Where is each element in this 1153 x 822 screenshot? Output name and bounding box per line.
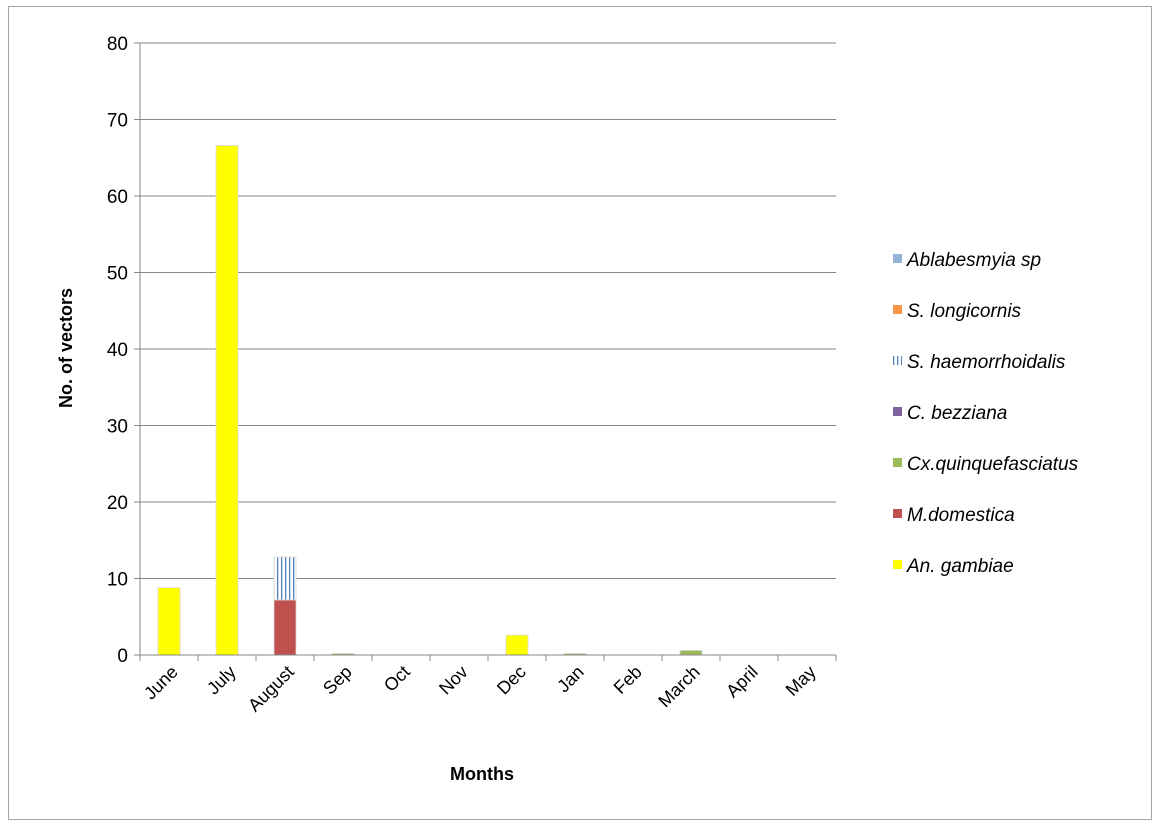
- x-axis-title: Months: [450, 764, 514, 784]
- legend-swatch: [893, 458, 902, 467]
- axes: [134, 42, 837, 661]
- legend-label: S. haemorrhoidalis: [907, 352, 1066, 373]
- bar-segment: [273, 556, 297, 601]
- x-tick-label: April: [722, 662, 762, 702]
- legend-swatch: [893, 560, 902, 569]
- bar-segment: [215, 145, 239, 656]
- x-tick-label: May: [782, 662, 820, 700]
- x-tick-label: Jan: [553, 662, 588, 697]
- bar-segment: [157, 587, 181, 656]
- x-tick-label: Nov: [435, 662, 472, 699]
- y-tick-label: 20: [107, 493, 128, 514]
- legend-label: Ablabesmyia sp: [906, 250, 1041, 271]
- y-tick-labels: 0 10 20 30 40 50 60 70 80: [107, 34, 128, 667]
- x-tick-label: Sep: [319, 662, 356, 699]
- y-tick-label: 0: [117, 646, 128, 667]
- legend-swatch: [893, 356, 902, 365]
- y-tick-label: 60: [107, 187, 128, 208]
- y-axis-title: No. of vectors: [56, 288, 76, 408]
- y-tick-label: 50: [107, 264, 128, 285]
- x-tick-label: Oct: [380, 662, 414, 696]
- legend-swatch: [893, 407, 902, 416]
- x-tick-label: Dec: [493, 662, 530, 699]
- chart-frame: [8, 6, 1152, 820]
- y-tick-label: 70: [107, 111, 128, 132]
- legend-label: M.domestica: [907, 505, 1015, 526]
- y-tick-label: 10: [107, 570, 128, 591]
- legend-label: C. bezziana: [907, 403, 1007, 424]
- legend-label: An. gambiae: [906, 556, 1014, 577]
- legend-label: Cx.quinquefasciatus: [907, 454, 1079, 475]
- bar-segment: [679, 650, 703, 656]
- legend-swatch: [893, 305, 902, 314]
- legend-swatch: [893, 254, 902, 263]
- x-tick-label: August: [244, 662, 298, 716]
- bars: [157, 145, 703, 656]
- x-tick-labels: June July August Sep Oct Nov Dec Jan Feb March Apr…: [140, 662, 820, 716]
- legend-label: S. longicornis: [907, 301, 1022, 322]
- x-tick-label: March: [654, 662, 704, 712]
- x-tick-label: June: [140, 662, 182, 704]
- x-tick-label: Feb: [610, 662, 646, 698]
- x-tick-label: July: [203, 662, 240, 699]
- gridlines: [140, 42, 836, 579]
- y-tick-label: 80: [107, 34, 128, 55]
- y-tick-label: 30: [107, 417, 128, 438]
- legend-swatch: [893, 509, 902, 518]
- y-tick-label: 40: [107, 340, 128, 361]
- bar-segment: [505, 634, 529, 656]
- legend: Ablabesmyia sp S. longicornis S. haemorrho…: [893, 250, 1079, 577]
- bar-segment: [273, 599, 297, 656]
